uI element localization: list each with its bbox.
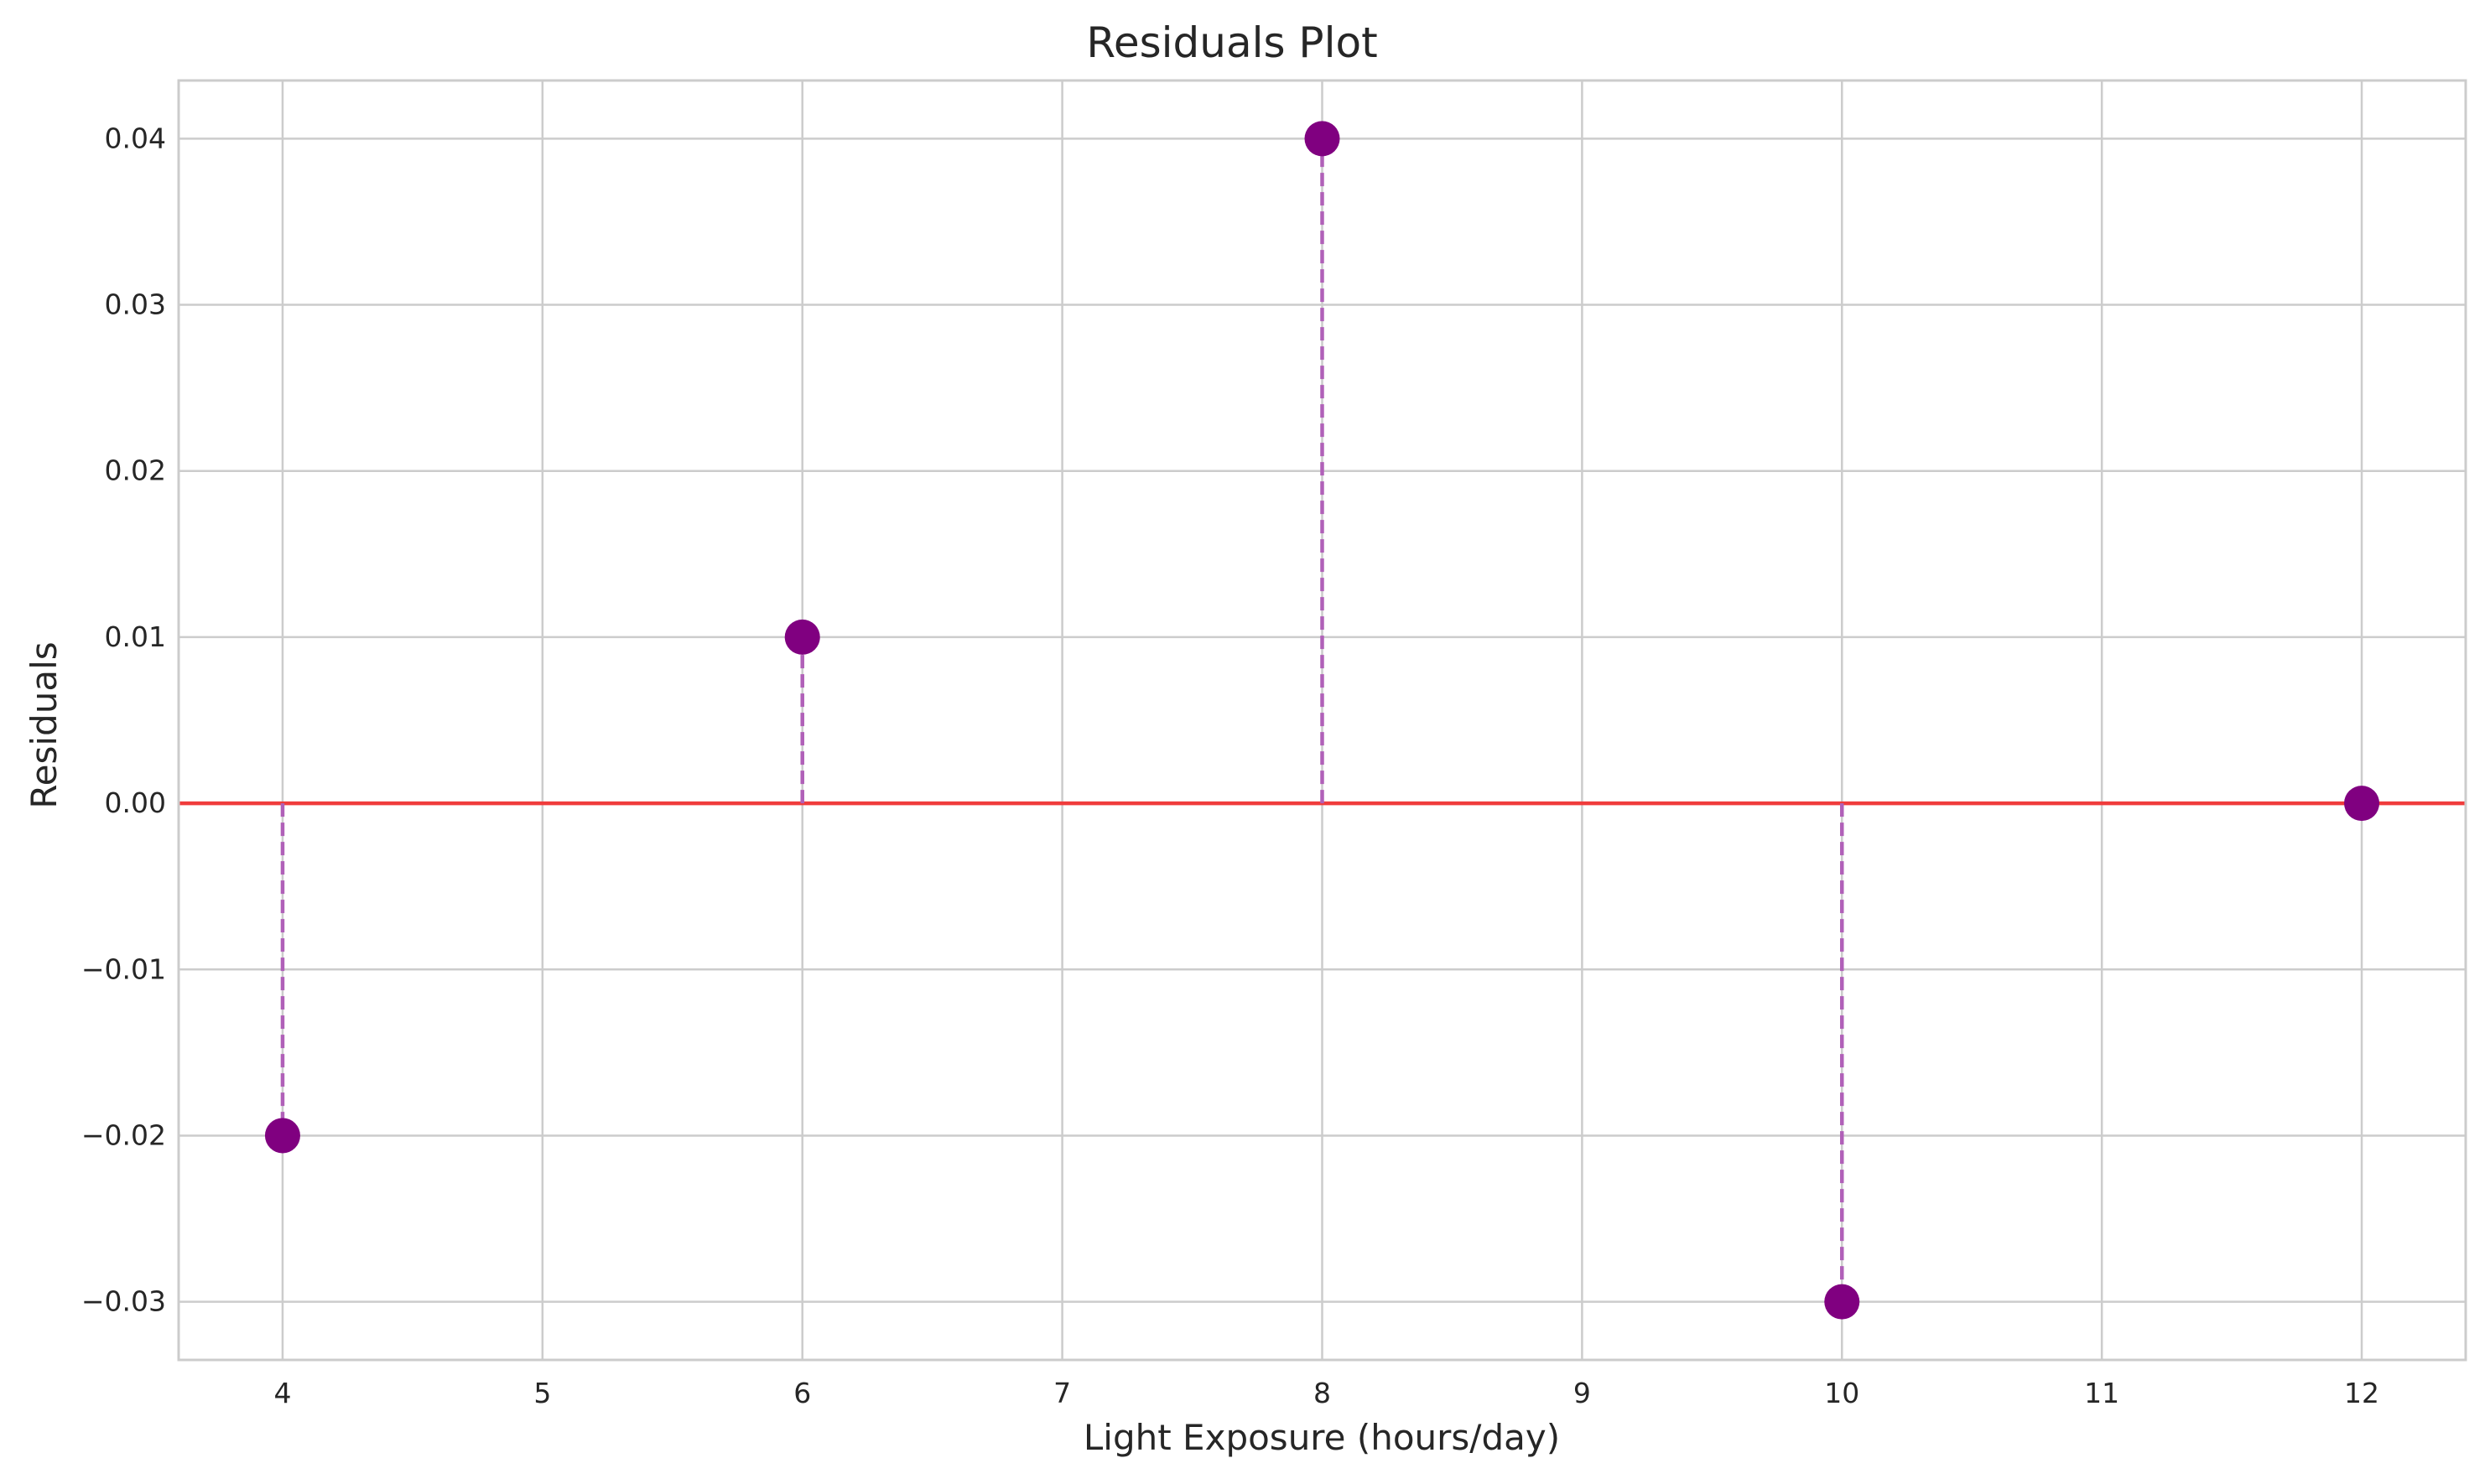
x-tick-label-5: 9 (1573, 1377, 1591, 1409)
y-tick-label-3: 0.00 (105, 786, 166, 819)
residual-point-4 (2344, 786, 2380, 822)
residual-point-2 (1304, 121, 1340, 157)
x-axis-label: Light Exposure (hours/day) (1084, 1417, 1560, 1458)
y-tick-label-7: 0.04 (105, 122, 166, 154)
x-tick-label-1: 5 (533, 1377, 551, 1409)
stem-layer (280, 138, 1844, 1302)
residual-point-3 (1824, 1284, 1860, 1320)
y-tick-label-5: 0.02 (105, 454, 166, 487)
plot-frame (177, 79, 2467, 1362)
x-tick-labels: 4 5 6 7 8 9 10 11 12 (273, 1377, 2379, 1409)
chart-title: Residuals Plot (1086, 18, 1377, 67)
y-tick-label-4: 0.01 (105, 620, 166, 653)
residual-point-0 (264, 1118, 300, 1154)
y-tick-labels: −0.03 −0.02 −0.01 0.00 0.01 0.02 0.03 0.04 (81, 122, 166, 1317)
x-tick-label-4: 8 (1313, 1377, 1331, 1409)
x-tick-label-3: 7 (1053, 1377, 1071, 1409)
point-layer (264, 121, 2380, 1320)
y-tick-label-2: −0.01 (81, 952, 166, 985)
x-tick-label-6: 10 (1824, 1377, 1859, 1409)
x-tick-label-0: 4 (273, 1377, 291, 1409)
y-tick-label-6: 0.03 (105, 288, 166, 321)
x-tick-label-7: 11 (2084, 1377, 2119, 1409)
x-tick-label-8: 12 (2344, 1377, 2379, 1409)
y-tick-label-1: −0.02 (81, 1118, 166, 1151)
residual-point-1 (784, 619, 820, 655)
y-axis-label: Residuals (23, 641, 65, 808)
x-tick-label-2: 6 (793, 1377, 811, 1409)
y-tick-label-0: −0.03 (81, 1285, 166, 1318)
